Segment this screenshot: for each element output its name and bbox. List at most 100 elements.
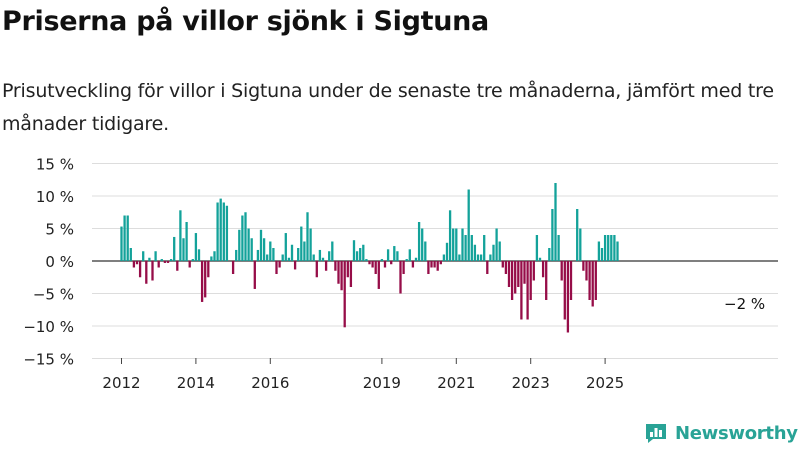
bar: [148, 257, 151, 261]
bar: [545, 261, 548, 300]
bar: [383, 261, 387, 268]
bar: [600, 248, 604, 261]
x-tick-label: 2019: [363, 374, 401, 392]
y-tick-label: −10 %: [23, 318, 74, 336]
bar: [526, 261, 529, 320]
bar: [510, 261, 514, 300]
bar: [448, 210, 452, 261]
bar: [433, 261, 436, 268]
bar: [173, 236, 176, 261]
bar: [225, 205, 229, 261]
bar: [222, 202, 225, 261]
bar: [182, 238, 185, 261]
bar: [371, 261, 374, 268]
bar: [427, 261, 430, 274]
bar: [238, 229, 241, 261]
x-tick-label: 2012: [102, 374, 140, 392]
bar: [334, 261, 337, 271]
bar: [560, 261, 563, 281]
bar: [523, 261, 526, 284]
bar: [616, 241, 619, 261]
bar: [138, 261, 142, 278]
bar: [269, 241, 272, 261]
bar: [390, 261, 393, 265]
bar: [256, 249, 260, 261]
bar: [188, 261, 191, 268]
bar: [290, 244, 294, 261]
bar: [281, 254, 284, 261]
bar: [142, 251, 145, 261]
bar: [603, 235, 607, 261]
bar: [402, 261, 405, 274]
y-tick-label: 15 %: [36, 156, 74, 174]
bar: [293, 261, 297, 270]
y-tick-label: 0 %: [45, 253, 74, 271]
bar: [216, 202, 219, 261]
bar: [343, 261, 346, 328]
bar: [207, 261, 210, 278]
bar: [455, 228, 458, 261]
bar: [368, 261, 371, 265]
bar: [340, 261, 343, 291]
bar: [235, 249, 238, 261]
bar: [408, 249, 411, 261]
bar: [399, 261, 402, 294]
bar: [405, 259, 408, 261]
bar: [157, 261, 160, 268]
bar: [213, 251, 216, 261]
bar: [352, 240, 356, 261]
x-tick-label: 2021: [437, 374, 475, 392]
bar: [169, 259, 173, 261]
bar: [315, 261, 318, 278]
bar: [241, 215, 244, 261]
bar: [337, 261, 340, 284]
bar: [588, 261, 591, 300]
bar: [163, 261, 167, 263]
bar: [473, 244, 477, 261]
bar: [548, 248, 551, 261]
bar: [393, 246, 396, 261]
bar: [576, 209, 579, 261]
bar: [551, 209, 554, 261]
bar: [541, 261, 545, 278]
bar: [557, 235, 560, 261]
bar: [287, 257, 291, 261]
bar: [597, 241, 601, 261]
bar: [191, 259, 194, 261]
bar: [247, 228, 250, 261]
bar: [297, 248, 300, 261]
bar: [538, 257, 542, 261]
bar: [306, 212, 309, 261]
bar: [250, 238, 253, 261]
bar: [309, 228, 312, 261]
bar: [365, 259, 368, 261]
bar: [569, 261, 573, 300]
bar: [355, 251, 359, 261]
bar: [566, 261, 570, 333]
bar: [613, 235, 616, 261]
y-axis-labels: 15 % 10 % 5 % 0 % −5 % −10 % −15 %: [23, 156, 74, 369]
bar: [303, 241, 306, 261]
bar: [166, 261, 170, 263]
bar: [396, 251, 399, 261]
bar: [582, 261, 585, 271]
bar: [514, 261, 517, 294]
bar: [231, 261, 235, 274]
bar: [151, 261, 154, 281]
bar: [312, 254, 315, 261]
bar: [123, 215, 126, 261]
bar: [470, 235, 473, 261]
bar: [259, 229, 263, 261]
bar: [483, 235, 486, 261]
bar: [591, 261, 594, 307]
x-tick-label: 2016: [251, 374, 289, 392]
bar: [278, 261, 281, 268]
bar: [359, 248, 362, 261]
bar: [501, 261, 504, 268]
bar: [452, 228, 455, 261]
bar: [154, 251, 157, 261]
bar: [554, 183, 557, 261]
bar: [421, 228, 424, 261]
bar: [610, 235, 613, 261]
y-tick-label: −15 %: [23, 351, 74, 369]
